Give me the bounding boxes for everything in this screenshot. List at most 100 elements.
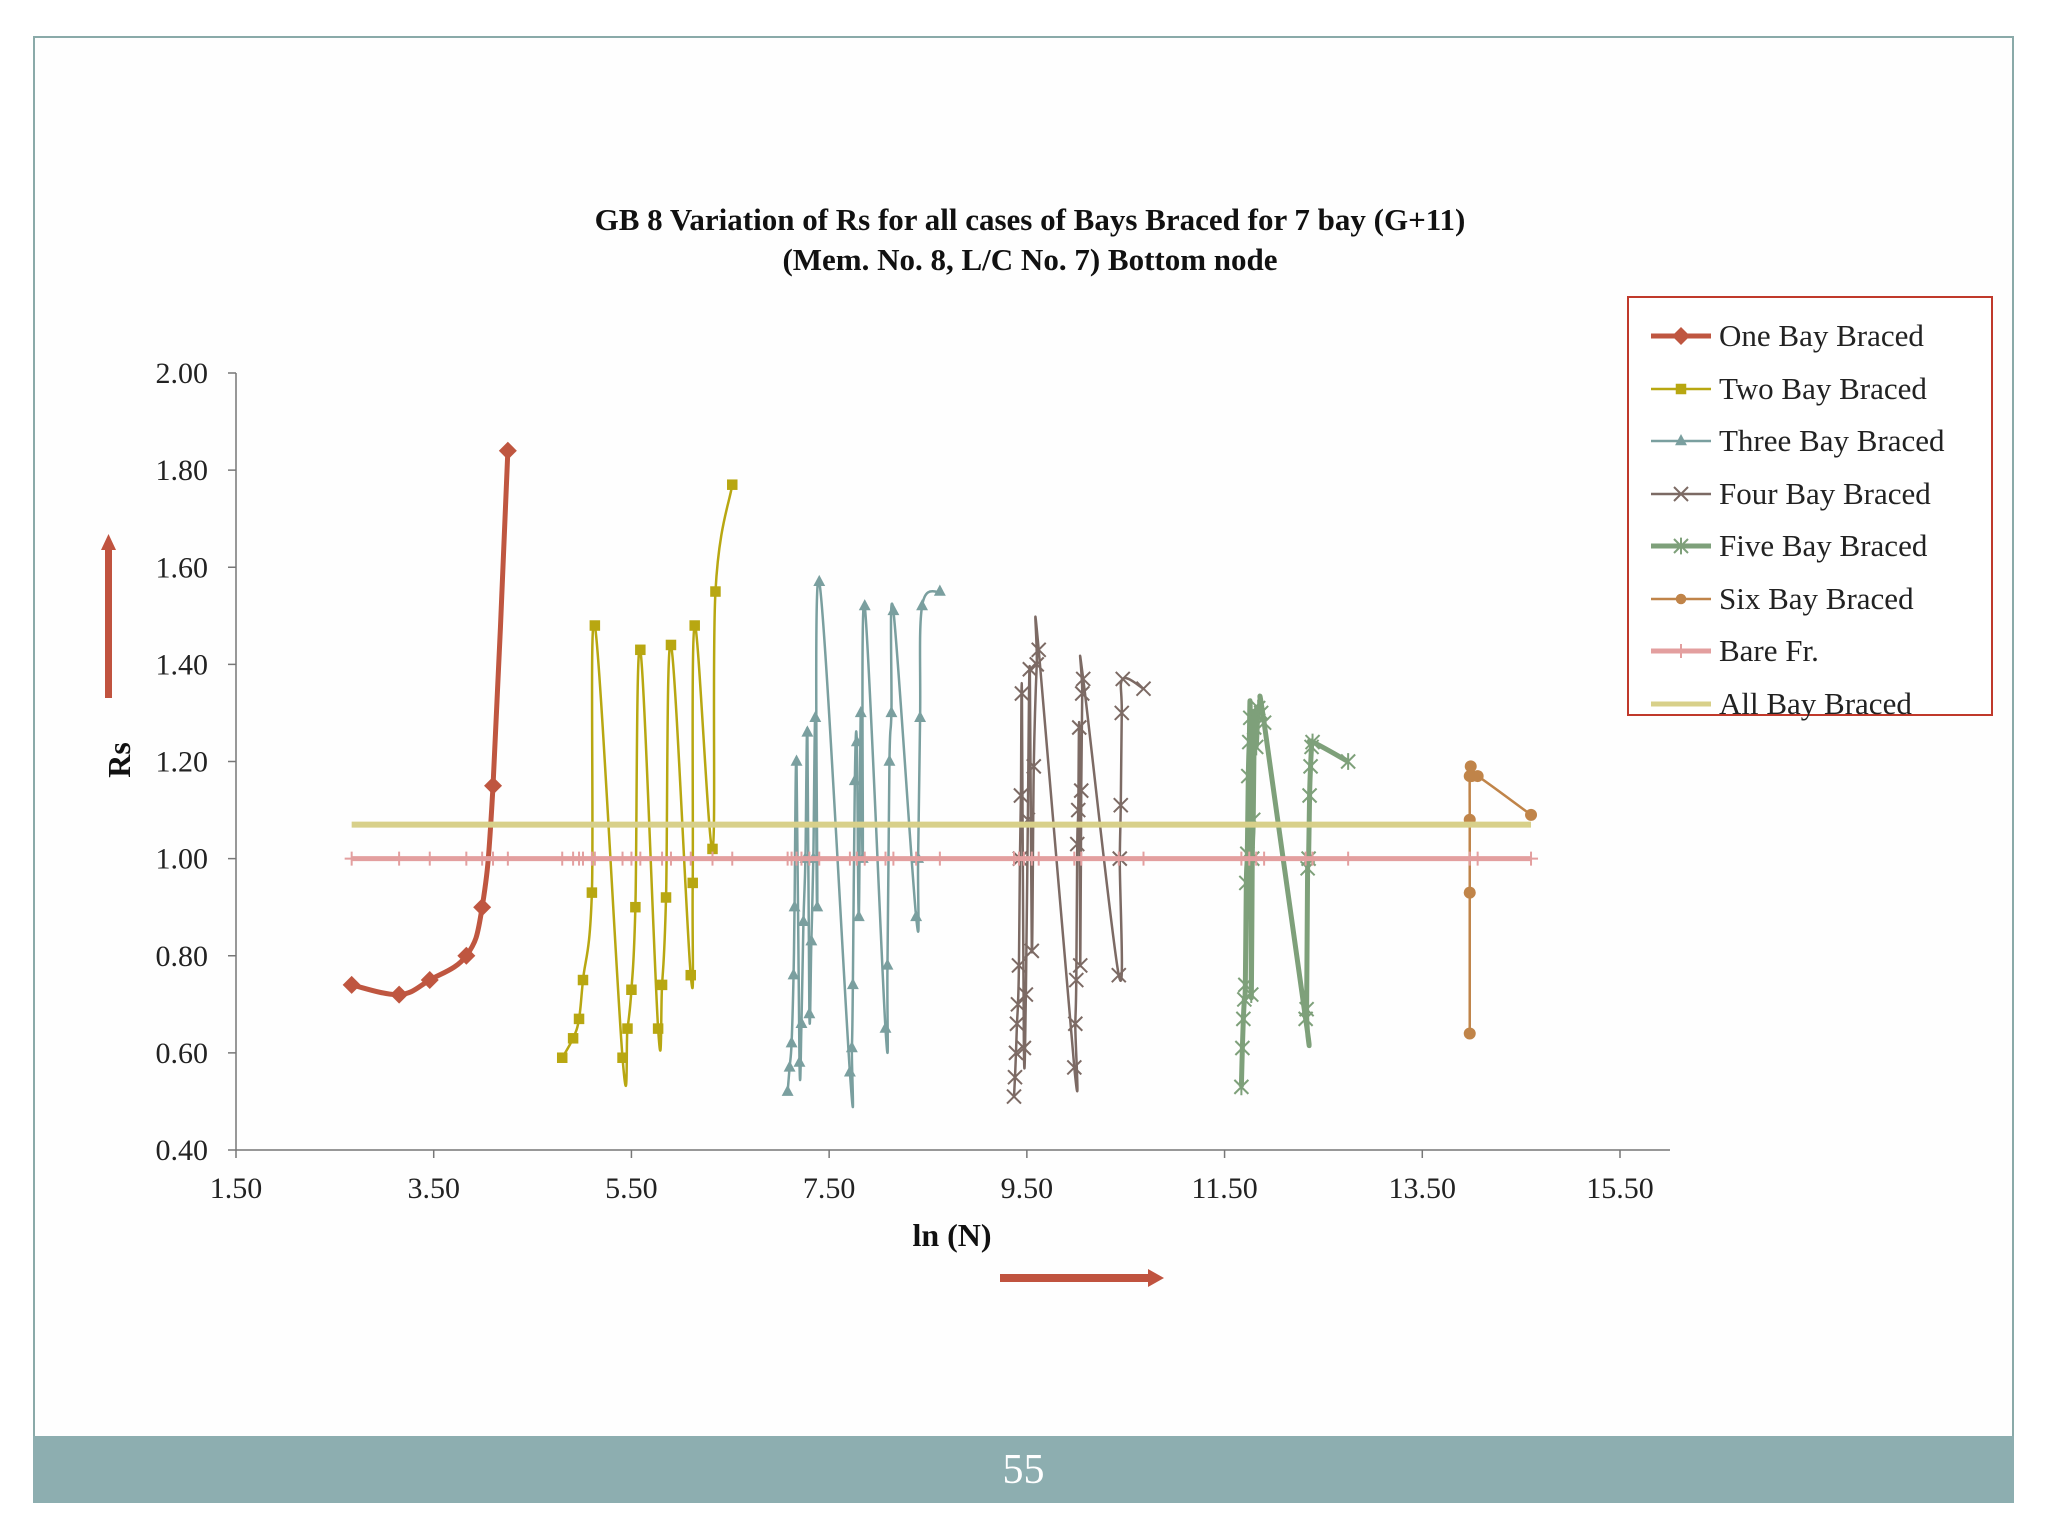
data-point [344,851,359,866]
data-point [1341,851,1356,866]
y-arrow-head [101,534,116,550]
legend-label: Five Bay Braced [1719,528,1928,563]
data-point [883,754,896,766]
data-point [727,479,738,490]
series-two-bay-braced [556,479,738,1088]
legend-label: Bare Fr. [1719,633,1819,668]
data-point [586,887,598,898]
data-point [1234,1039,1251,1057]
data-point [879,1021,892,1033]
data-point [1026,758,1042,775]
data-point [787,968,800,980]
data-point [342,975,361,994]
y-tick-label: 1.60 [156,551,209,584]
data-point [1008,1045,1024,1061]
data-point [1073,782,1089,799]
chart-title-line-2: (Mem. No. 8, L/C No. 7) Bottom node [782,242,1278,277]
data-point [1257,851,1272,866]
data-point [1010,996,1026,1013]
data-point [1238,874,1255,892]
page-number: 55 [1002,1446,1045,1493]
data-point [589,620,601,631]
data-point [665,639,677,651]
y-axis-arrow-icon [101,534,116,698]
legend-item: Bare Fr. [1629,625,1995,677]
data-point [850,735,863,747]
footer-bar: 55 [33,1436,2014,1503]
data-point [622,1023,633,1034]
chart-title-line-1: GB 8 Variation of Rs for all cases of Ba… [594,202,1466,237]
data-point [1024,943,1040,959]
y-arrow-shaft [105,548,112,698]
data-point [797,914,810,926]
series-three-bay-braced [781,574,946,1109]
data-point [617,1052,628,1063]
data-point [1305,851,1320,866]
legend-swatch [1651,383,1711,394]
series-five-bay-braced [1233,693,1356,1096]
series-line-six-bay-braced [1468,765,1532,1034]
data-point [1524,851,1539,866]
data-point [1237,976,1254,994]
data-point [790,754,803,766]
legend-label: One Bay Braced [1719,318,1924,353]
legend-item: Six Bay Braced [1629,573,1995,625]
data-point [887,603,900,616]
data-point [1016,1040,1032,1056]
data-point [1031,642,1047,658]
data-point [857,851,872,866]
y-tick-label: 1.80 [156,454,209,487]
x-arrow-shaft [1000,1274,1150,1282]
y-tick-label: 1.40 [156,648,209,681]
data-point [1248,738,1264,756]
data-point [1235,1010,1252,1028]
x-tick-label: 7.50 [803,1172,856,1205]
data-point [705,851,720,866]
data-point [556,1052,568,1063]
data-point [587,851,602,866]
data-point [689,620,700,631]
x-tick-label: 13.50 [1389,1172,1457,1205]
data-point [687,877,698,889]
legend-swatch-marker [1672,327,1690,345]
data-point [845,1041,858,1053]
legend-label: Four Bay Braced [1719,475,1931,511]
data-point [710,586,721,597]
data-point [683,851,698,866]
y-tick-label: 2.00 [156,357,209,390]
legend-swatch [1651,644,1711,658]
x-tick-label: 5.50 [605,1172,658,1205]
data-point [1031,851,1046,866]
data-point [1135,680,1152,697]
data-point [813,574,826,587]
data-point [1067,1016,1084,1032]
chart-title: GB 8 Variation of Rs for all cases of Ba… [400,200,1660,280]
data-point [1074,851,1089,866]
legend-swatch [1651,327,1711,345]
data-point [663,851,678,866]
legend-swatch-marker [1675,383,1687,394]
data-point [486,851,501,866]
data-point [932,851,947,866]
data-point [1071,719,1087,736]
data-point [392,851,407,866]
data-point [801,725,814,737]
data-point [846,977,859,990]
data-point [1011,957,1027,974]
legend-swatch [1651,485,1711,502]
data-point [685,969,696,981]
data-point [626,984,637,995]
data-point [1013,787,1029,804]
legend-label: Three Bay Braced [1719,423,1945,458]
x-tick-label: 1.50 [210,1172,263,1205]
x-tick-label: 15.50 [1586,1172,1654,1205]
data-point [793,1055,806,1067]
data-point [1233,1078,1250,1096]
data-point [1136,851,1151,866]
legend-swatch-marker [1675,434,1687,446]
legend-item: Four Bay Braced [1629,468,1995,520]
data-point [812,851,827,866]
legend-label: All Bay Braced [1719,685,1912,721]
data-point [633,851,648,866]
x-axis-arrow-icon [1000,1269,1164,1287]
